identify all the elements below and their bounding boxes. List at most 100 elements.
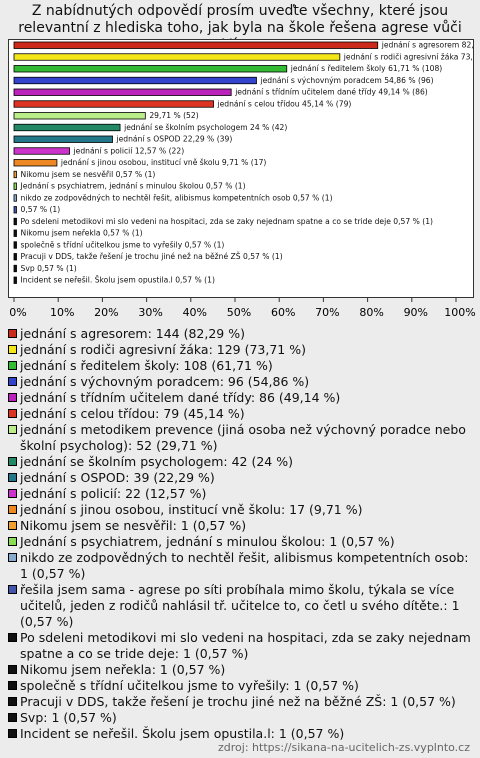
legend-label: Svp: 1 (0,57 %) xyxy=(20,710,117,725)
value-label: jednání s ředitelem školy 61,71 % (108) xyxy=(290,64,443,73)
legend-label: jednání s metodikem prevence (jiná osoba… xyxy=(20,422,466,453)
legend-item: Incident se neřešil. Školu jsem opustila… xyxy=(8,726,474,742)
legend-item: jednání s jinou osobou, institucí vně šk… xyxy=(8,502,474,518)
legend-swatch xyxy=(8,633,17,642)
value-label: jednání s rodiči agresivní žáka 73,71 % … xyxy=(343,52,480,61)
bar xyxy=(13,276,17,284)
x-tick-label: 90% xyxy=(404,306,428,319)
value-label: 0,57 % (1) xyxy=(21,205,61,214)
legend-item: jednání s policií: 22 (12,57 %) xyxy=(8,486,474,502)
value-label: jednání s OSPOD 22,29 % (39) xyxy=(116,135,233,144)
legend-item: jednání s výchovným poradcem: 96 (54,86 … xyxy=(8,374,474,390)
value-label: 29,71 % (52) xyxy=(149,111,198,120)
legend-swatch xyxy=(8,537,17,546)
legend-item: jednání s OSPOD: 39 (22,29 %) xyxy=(8,470,474,486)
legend-swatch xyxy=(8,393,17,402)
legend-item: Pracuji v DDS, takže řešení je trochu ji… xyxy=(8,694,474,710)
bar xyxy=(13,217,17,226)
legend-item: Svp: 1 (0,57 %) xyxy=(8,710,474,726)
legend-swatch xyxy=(8,425,17,434)
legend-label: jednání s výchovným poradcem: 96 (54,86 … xyxy=(20,374,310,389)
legend-swatch xyxy=(8,697,17,706)
legend-item: jednání se školním psychologem: 42 (24 %… xyxy=(8,454,474,470)
legend-label: Nikomu jsem neřekla: 1 (0,57 %) xyxy=(20,662,226,677)
legend-swatch xyxy=(8,505,17,514)
legend-swatch xyxy=(8,329,17,338)
legend-item: Po sdeleni metodikovi mi slo vedeni na h… xyxy=(8,630,474,662)
bar xyxy=(13,53,341,61)
bar xyxy=(13,123,121,132)
legend-swatch xyxy=(8,361,17,370)
legend-swatch xyxy=(8,345,17,354)
value-label: Nikomu jsem neřekla 0,57 % (1) xyxy=(21,229,143,238)
value-label: Po sdeleni metodikovi mi slo vedeni na h… xyxy=(21,217,434,226)
bar xyxy=(13,229,17,237)
legend-item: jednání s ředitelem školy: 108 (61,71 %) xyxy=(8,358,474,374)
legend-label: řešila jsem sama - agrese po síti probíh… xyxy=(20,582,460,629)
bar xyxy=(13,88,232,96)
legend-label: jednání s OSPOD: 39 (22,29 %) xyxy=(20,470,215,485)
legend-swatch xyxy=(8,729,17,738)
x-tick-label: 100% xyxy=(444,306,475,319)
legend-label: jednání s ředitelem školy: 108 (61,71 %) xyxy=(20,358,273,373)
legend: jednání s agresorem: 144 (82,29 %) jednán… xyxy=(8,326,474,742)
value-label: nikdo ze zodpovědných to nechtěl řešit, … xyxy=(21,193,333,202)
legend-swatch xyxy=(8,681,17,690)
legend-label: Pracuji v DDS, takže řešení je trochu ji… xyxy=(20,694,456,709)
bar xyxy=(13,182,17,190)
plot-area: jednání s agresorem 82,29 % (144) jednání… xyxy=(13,41,480,285)
legend-label: jednání se školním psychologem: 42 (24 %… xyxy=(20,454,293,469)
bar xyxy=(13,241,17,249)
legend-item: jednání s celou třídou: 79 (45,14 %) xyxy=(8,406,474,422)
legend-label: Incident se neřešil. Školu jsem opustila… xyxy=(20,726,345,741)
legend-label: Po sdeleni metodikovi mi slo vedeni na h… xyxy=(20,630,471,661)
legend-swatch xyxy=(8,489,17,498)
legend-swatch xyxy=(8,473,17,482)
legend-swatch xyxy=(8,457,17,466)
legend-swatch xyxy=(8,409,17,418)
bar xyxy=(13,112,146,120)
value-label: společně s třídní učitelkou jsme to vyře… xyxy=(21,240,225,249)
legend-label: jednání s rodiči agresivní žáka: 129 (73… xyxy=(20,342,306,357)
x-tick-label: 10% xyxy=(50,306,74,319)
bar xyxy=(13,253,17,261)
value-label: jednání s celou třídou 45,14 % (79) xyxy=(217,99,352,108)
x-tick-label: 0% xyxy=(9,306,26,319)
value-label: Svp 0,57 % (1) xyxy=(21,264,77,273)
legend-item: jednání s agresorem: 144 (82,29 %) xyxy=(8,326,474,342)
bar xyxy=(13,65,288,73)
value-label: Nikomu jsem se nesvěřil 0,57 % (1) xyxy=(21,170,156,179)
bar xyxy=(13,100,214,108)
x-tick-label: 70% xyxy=(315,306,339,319)
bar xyxy=(13,159,58,167)
value-label: jednání s policií 12,57 % (22) xyxy=(73,146,185,155)
value-label: jednání s jinou osobou, institucí vně šk… xyxy=(60,158,267,167)
value-label: Pracuji v DDS, takže řešení je trochu ji… xyxy=(21,252,283,261)
legend-label: jednání s třídním učitelem dané třídy: 8… xyxy=(20,390,341,405)
legend-item: nikdo ze zodpovědných to nechtěl řešit, … xyxy=(8,550,474,582)
legend-swatch xyxy=(8,521,17,530)
legend-label: jednání s policií: 22 (12,57 %) xyxy=(20,486,207,501)
legend-item: řešila jsem sama - agrese po síti probíh… xyxy=(8,582,474,630)
value-label: Jednání s psychiatrem, jednání s minulou… xyxy=(20,182,246,191)
legend-label: společně s třídní učitelkou jsme to vyře… xyxy=(20,678,359,693)
value-label: jednání s výchovným poradcem 54,86 % (96… xyxy=(259,76,433,85)
legend-swatch xyxy=(8,553,17,562)
legend-label: jednání s jinou osobou, institucí vně šk… xyxy=(20,502,363,517)
legend-item: Jednání s psychiatrem, jednání s minulou… xyxy=(8,534,474,550)
legend-label: jednání s celou třídou: 79 (45,14 %) xyxy=(20,406,245,421)
legend-swatch xyxy=(8,585,17,594)
x-tick-label: 20% xyxy=(94,306,118,319)
value-label: jednání se školním psychologem 24 % (42) xyxy=(123,123,287,132)
bar xyxy=(13,264,17,273)
bar xyxy=(13,41,379,49)
bar xyxy=(13,135,113,143)
legend-swatch xyxy=(8,713,17,722)
chart-title: Z nabídnutých odpovědí prosím uveďte vše… xyxy=(18,3,462,53)
legend-item: Nikomu jsem se nesvěřil: 1 (0,57 %) xyxy=(8,518,474,534)
x-tick-label: 60% xyxy=(271,306,295,319)
value-label: jednání s třídním učitelem dané třídy 49… xyxy=(234,88,428,97)
value-label: Incident se neřešil. Školu jsem opustila… xyxy=(21,276,215,285)
legend-label: Nikomu jsem se nesvěřil: 1 (0,57 %) xyxy=(20,518,247,533)
